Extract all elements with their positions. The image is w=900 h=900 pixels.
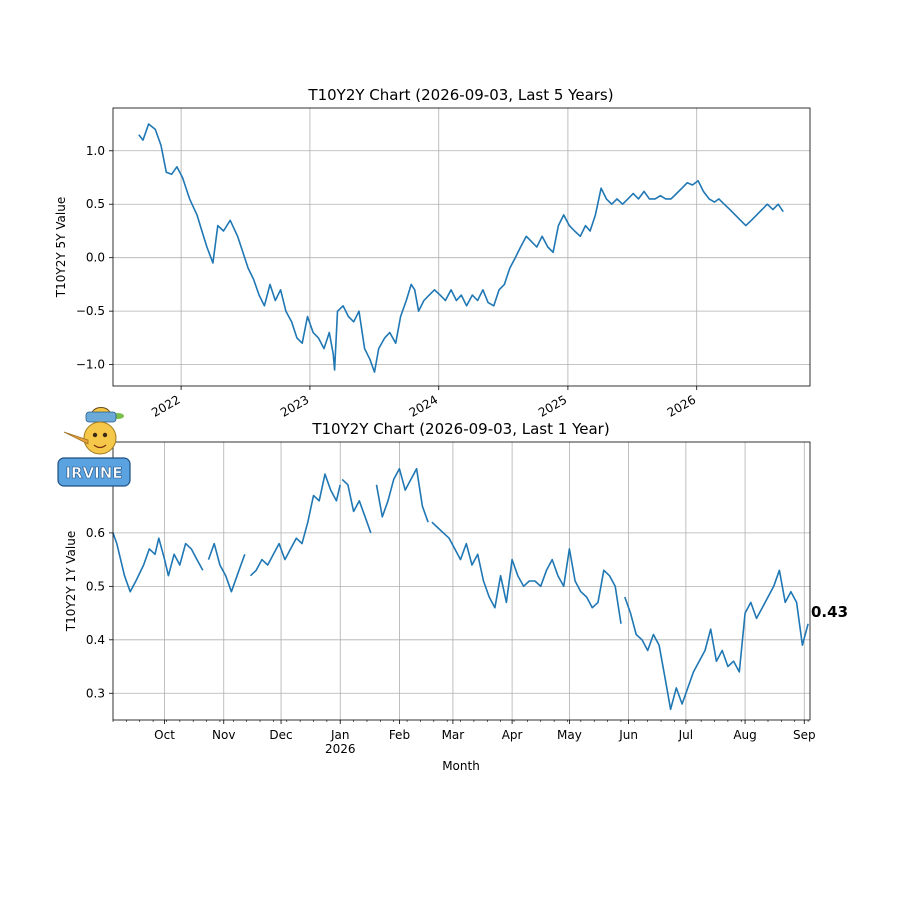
x-tick-label: May [557,728,582,742]
chart-1y-year-label: 2026 [325,742,356,756]
chart-1y-ylabel: T10Y2Y 1Y Value [64,531,78,632]
chart-1-year: T10Y2Y Chart (2026-09-03, Last 1 Year) T… [64,420,848,773]
x-tick-label: Mar [442,728,465,742]
series-line [341,478,372,534]
chart-1y-xlabel: Month [442,759,480,773]
gridlines [113,108,810,386]
chart-1y-title: T10Y2Y Chart (2026-09-03, Last 1 Year) [311,420,609,438]
y-tick-label: 0.5 [86,579,105,593]
plot-frame [112,441,811,721]
series-line [138,123,784,373]
y-tick-label: 0.4 [86,633,105,647]
series-line [375,467,429,523]
x-tick-label: Apr [502,728,523,742]
y-tick-label: −1.0 [76,358,105,372]
mascot-banner-icon [57,457,131,487]
y-tick-label: 1.0 [86,144,105,158]
mascot-eye-icon [92,432,98,438]
mascot-cap-icon [85,411,117,423]
mascot-logo: IRVINE [57,407,131,487]
x-tick-label: Aug [733,728,756,742]
y-tick-label: 0.0 [86,251,105,265]
chart-1y-last-value-label: 0.43 [811,603,848,621]
x-tick-label: Feb [389,728,410,742]
x-tick-label: Oct [154,728,175,742]
y-tick-label: −0.5 [76,304,105,318]
mascot-eye-icon [102,432,108,438]
mascot-nose-icon [63,431,89,445]
series-line [207,542,246,593]
x-tick-label: Sep [793,728,816,742]
y-tick-label: 0.3 [86,686,105,700]
y-tick-label: 0.6 [86,526,105,540]
series-line [112,532,204,593]
x-tick-label: Jun [618,728,638,742]
mascot-face-icon [83,421,117,455]
series-line [431,521,622,624]
plot-frame [112,107,811,387]
mascot-logo-text: IRVINE [65,464,122,482]
chart-5y-ylabel: T10Y2Y 5Y Value [54,197,68,298]
chart-5-years: T10Y2Y Chart (2026-09-03, Last 5 Years) … [54,86,811,420]
series-line [249,473,341,577]
x-tick-label: Jan [330,728,350,742]
x-tick-label: Jul [678,728,693,742]
mascot-smile-icon [93,444,107,449]
chart-5y-title: T10Y2Y Chart (2026-09-03, Last 5 Years) [307,86,613,104]
mascot-hat-icon [91,407,111,413]
x-tick-label: Dec [269,728,292,742]
x-tick-label: Nov [212,728,235,742]
y-tick-label: 0.5 [86,197,105,211]
series-line [624,569,809,711]
